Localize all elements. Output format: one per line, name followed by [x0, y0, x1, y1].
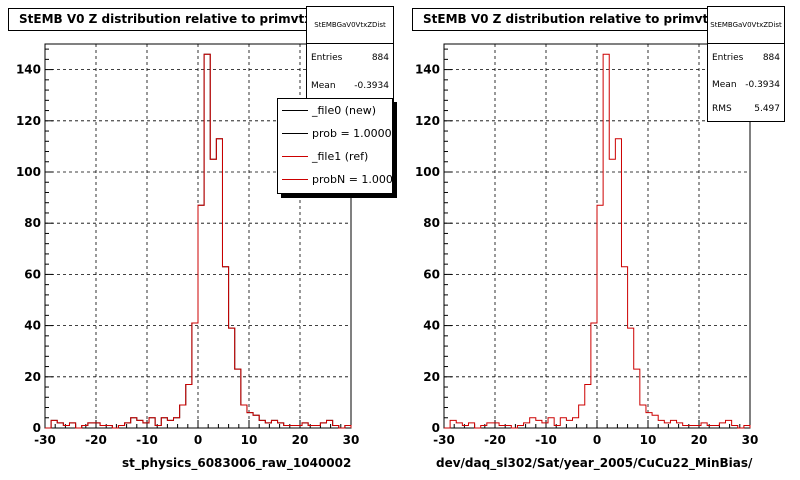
- stats-mean-label: Mean: [712, 79, 737, 90]
- chart-title: StEMB V0 Z distribution relative to prim…: [8, 8, 323, 31]
- stats-mean-label: Mean: [311, 81, 336, 91]
- x-axis-title: dev/daq_sl302/Sat/year_2005/CuCu22_MinBi…: [436, 456, 753, 470]
- stats-name: StEMBGaV0VtxZDist: [307, 7, 393, 44]
- histogram-plot-right: -30 -20 -10 0 10 20 30 0 20 40 60 80 100 120 140: [415, 43, 759, 447]
- legend-item: _file1 (ref): [278, 145, 392, 168]
- stats-rms-label: RMS: [712, 104, 732, 114]
- x-tick-label: -10: [136, 433, 158, 447]
- x-tick-label: -10: [535, 433, 557, 447]
- legend-label: prob = 1.000000: [312, 127, 392, 140]
- y-tick-label: 140: [415, 63, 440, 77]
- y-tick-label: 120: [415, 114, 440, 128]
- left-panel: StEMB V0 Z distribution relative to prim…: [8, 6, 394, 470]
- y-tick-label: 100: [415, 165, 440, 179]
- right-panel: StEMB V0 Z distribution relative to prim…: [400, 0, 800, 480]
- x-tick-label: -30: [34, 433, 56, 447]
- x-tick-label: 0: [593, 433, 601, 447]
- y-tick-label: 80: [423, 216, 440, 230]
- legend-item: prob = 1.000000: [278, 122, 392, 145]
- legend-label: _file1 (ref): [312, 150, 369, 163]
- y-tick-label: 60: [423, 267, 440, 281]
- histogram-series: [444, 53, 751, 429]
- y-tick-label: 120: [16, 114, 41, 128]
- y-tick-label: 80: [24, 216, 41, 230]
- histogram-series: [45, 53, 352, 429]
- legend-item: probN = 1.000000: [278, 168, 392, 191]
- y-tick-label: 20: [24, 370, 41, 384]
- x-tick-label: 10: [640, 433, 657, 447]
- legend-item: _file0 (new): [278, 99, 392, 122]
- legend-label: probN = 1.000000: [312, 173, 393, 186]
- y-tick-label: 140: [16, 63, 41, 77]
- x-tick-label: -20: [484, 433, 506, 447]
- y-tick-label: 100: [16, 165, 41, 179]
- stats-entries-value: 884: [762, 52, 780, 63]
- legend: _file0 (new) prob = 1.000000 _file1 (ref…: [277, 98, 393, 194]
- stats-box: StEMBGaV0VtxZDist Entries 884 Mean -0.3934: [306, 6, 394, 104]
- x-tick-label: -20: [85, 433, 107, 447]
- stats-name: StEMBGaV0VtxZDist: [708, 7, 784, 44]
- stats-entries-value: 884: [371, 53, 389, 63]
- x-tick-label: 20: [292, 433, 309, 447]
- legend-label: _file0 (new): [312, 104, 377, 117]
- y-tick-label: 0: [432, 421, 440, 435]
- stats-rms-value: 5.497: [754, 104, 780, 114]
- x-tick-label: 30: [742, 433, 759, 447]
- y-tick-label: 20: [423, 370, 440, 384]
- y-tick-label: 60: [24, 267, 41, 281]
- x-tick-label: 10: [241, 433, 258, 447]
- y-tick-label: 40: [24, 319, 41, 333]
- x-axis-title: st_physics_6083006_raw_1040002: [122, 456, 352, 470]
- stats-entries-label: Entries: [712, 52, 744, 63]
- x-tick-label: 0: [194, 433, 202, 447]
- stats-entries-label: Entries: [311, 53, 343, 63]
- stats-mean-value: -0.3934: [354, 81, 389, 91]
- stats-box: StEMBGaV0VtxZDist Entries 884 Mean -0.3934…: [707, 6, 785, 122]
- chart-title: StEMB V0 Z distribution relative to prim…: [412, 8, 727, 31]
- y-tick-label: 40: [423, 319, 440, 333]
- y-tick-label: 0: [33, 421, 41, 435]
- x-tick-label: 20: [691, 433, 708, 447]
- x-tick-label: -30: [433, 433, 455, 447]
- stats-mean-value: -0.3934: [745, 79, 780, 90]
- x-tick-label: 30: [343, 433, 360, 447]
